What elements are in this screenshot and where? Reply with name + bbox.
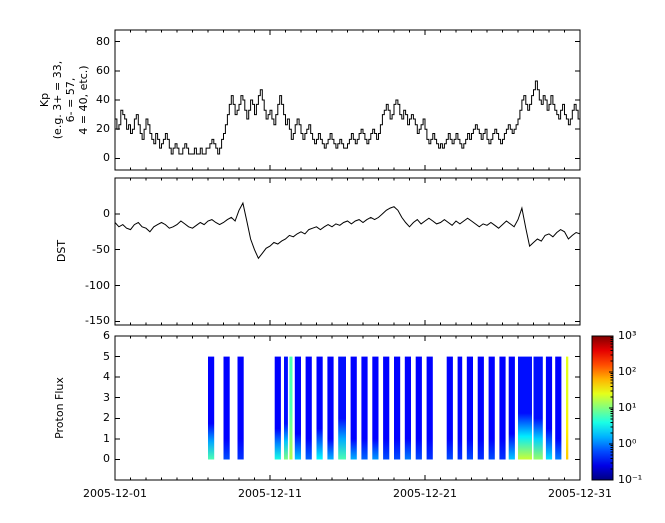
y-tick-label: -100: [85, 278, 110, 292]
x-tick-label: 2005-12-11: [238, 487, 302, 500]
dst-axis-label: DST: [55, 239, 68, 263]
x-tick-label: 2005-12-21: [393, 487, 457, 500]
y-tick-label: 40: [96, 93, 110, 106]
panel-frame: [114, 177, 581, 326]
y-tick-label: 0: [103, 206, 110, 220]
x-tick-label: 2005-12-31: [548, 487, 612, 500]
y-tick-label: 20: [96, 122, 110, 136]
y-tick-label: 80: [96, 34, 110, 48]
y-tick-label: 5: [103, 349, 110, 363]
panel-frame: [114, 29, 581, 171]
y-tick-label: 4: [103, 370, 110, 384]
x-tick-label: 2005-12-01: [83, 487, 147, 500]
proton-flux-axis-label: Proton Flux: [53, 377, 66, 439]
y-tick-label: 3: [103, 390, 110, 404]
y-tick-label: 6: [103, 329, 110, 342]
colorbar-tick-label: 10²: [618, 365, 637, 378]
colorbar-tick-label: 10⁻¹: [618, 473, 643, 486]
y-tick-label: 0: [103, 151, 110, 165]
colorbar-tick-label: 10⁰: [618, 437, 637, 450]
y-tick-label: 2: [103, 411, 110, 425]
y-tick-label: -50: [92, 242, 110, 256]
y-tick-label: -150: [85, 314, 110, 328]
dst-line: [115, 201, 580, 260]
kp-line: [115, 80, 580, 155]
colorbar: [592, 336, 613, 480]
kp-axis-label-line-2: (e.g. 3+ = 33,: [51, 60, 64, 140]
proton-flux-heatmap: [208, 356, 569, 460]
y-tick-label: 1: [103, 431, 110, 445]
kp-axis-label-line-1: Kp: [38, 92, 51, 108]
y-tick-label: 60: [96, 63, 110, 77]
colorbar-tick-label: 10³: [618, 329, 637, 342]
colorbar-tick-label: 10¹: [618, 401, 637, 414]
y-tick-label: 0: [103, 452, 110, 466]
